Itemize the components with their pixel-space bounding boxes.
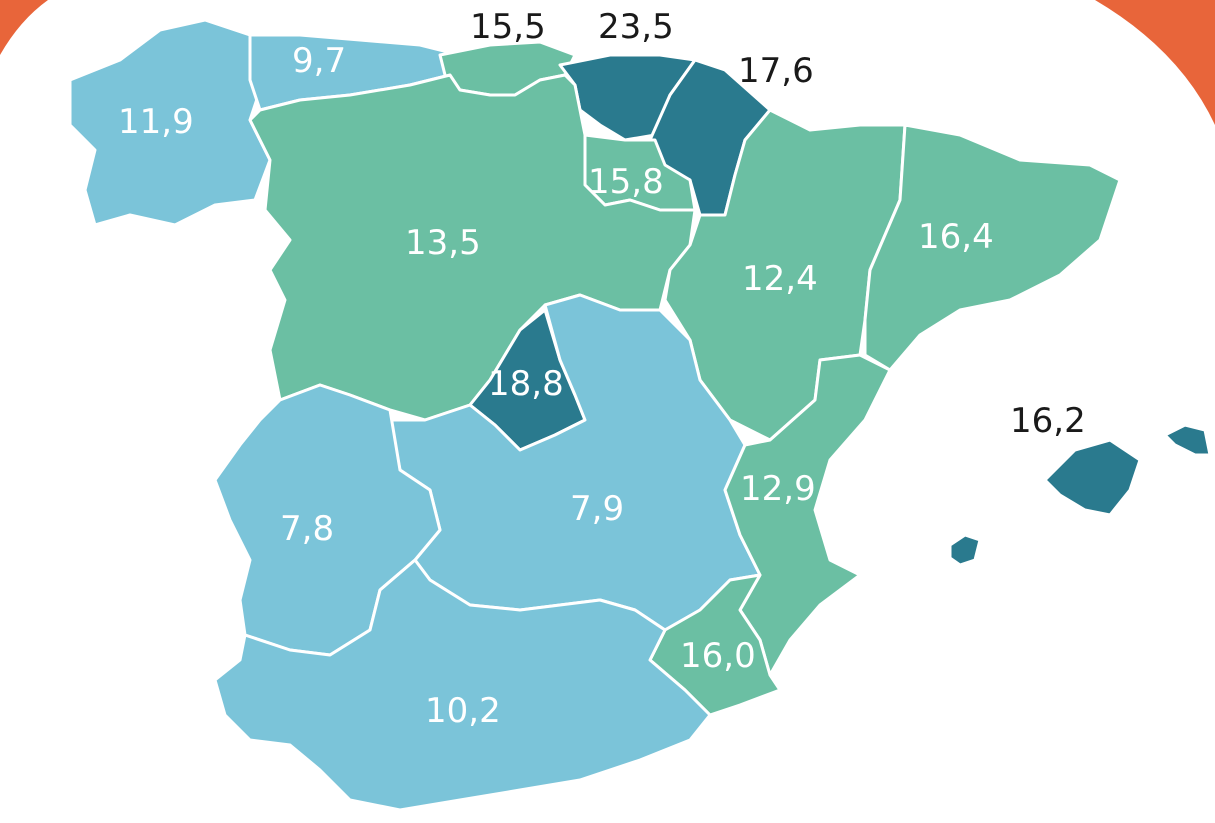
region-andalucia [213, 558, 712, 812]
label-valencia: 12,9 [740, 469, 816, 509]
label-asturias: 9,7 [292, 41, 346, 81]
label-andalucia: 10,2 [425, 691, 501, 731]
label-murcia: 16,0 [680, 636, 756, 676]
label-aragon: 12,4 [742, 259, 818, 299]
orange-arc-right [1095, 0, 1215, 125]
region-castilla-y-leon [248, 73, 697, 422]
label-cantabria: 15,5 [470, 7, 546, 47]
orange-arc-left [0, 0, 48, 55]
label-la-rioja: 15,8 [588, 162, 664, 202]
ibiza-island [948, 533, 982, 567]
label-galicia: 11,9 [118, 102, 194, 142]
label-castilla-y-leon: 13,5 [405, 223, 481, 263]
menorca-island [1163, 423, 1212, 457]
region-cataluna [863, 123, 1122, 372]
label-pais-vasco: 23,5 [598, 7, 674, 47]
region-baleares [948, 423, 1212, 567]
label-baleares: 16,2 [1010, 401, 1086, 441]
label-navarra: 17,6 [738, 51, 814, 91]
mallorca-island [1043, 438, 1142, 517]
label-castilla-la-mancha: 7,9 [570, 489, 624, 529]
label-extremadura: 7,8 [280, 509, 334, 549]
label-cataluna: 16,4 [918, 217, 994, 257]
label-madrid: 18,8 [488, 364, 564, 404]
region-galicia [68, 18, 272, 227]
